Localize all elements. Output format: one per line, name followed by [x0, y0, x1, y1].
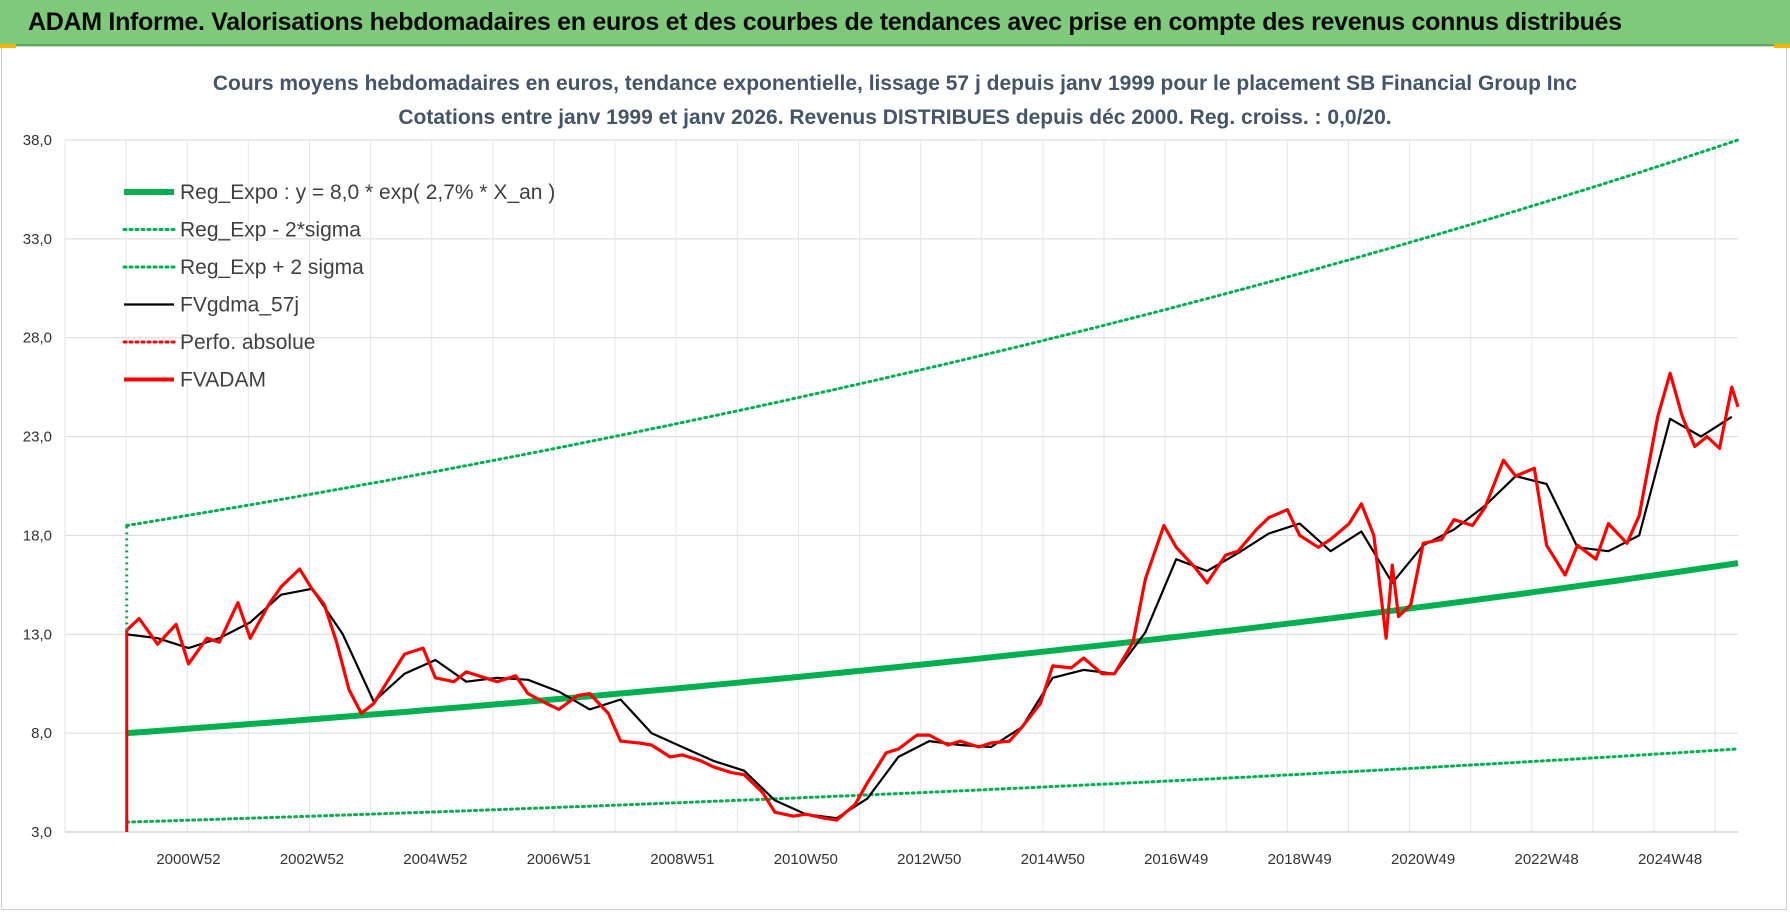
- x-tick-label: 2022W48: [1515, 851, 1579, 868]
- series-line: [125, 138, 1740, 527]
- x-tick-label: 2024W48: [1638, 851, 1702, 868]
- corner-mark: [1774, 44, 1790, 48]
- series-line: [125, 371, 1740, 822]
- corner-mark: [0, 44, 16, 48]
- legend-entry: Reg_Exp + 2 sigma: [180, 256, 364, 279]
- y-tick-label: 28,0: [23, 330, 52, 347]
- banner: ADAM Informe. Valorisations hebdomadaire…: [0, 0, 1790, 46]
- legend-entry: Reg_Expo : y = 8,0 * exp( 2,7% * X_an ): [180, 181, 555, 204]
- x-tick-label: 2016W49: [1144, 851, 1208, 868]
- legend-entry: FVgdma_57j: [180, 294, 299, 317]
- x-tick-label: 2012W50: [897, 851, 961, 868]
- x-tick-label: 2020W49: [1391, 851, 1455, 868]
- series-line: [126, 560, 1739, 737]
- legend-entry: Reg_Exp - 2*sigma: [180, 219, 361, 242]
- x-tick-label: 2010W50: [774, 851, 838, 868]
- y-tick-label: 3,0: [31, 824, 52, 841]
- y-tick-label: 8,0: [31, 725, 52, 742]
- y-axis: 3,0 8,0 13,0 18,0 23,0 28,0 33,0 38,0: [23, 132, 52, 841]
- chart-title: Cours moyens hebdomadaires en euros, ten…: [212, 72, 1578, 95]
- y-tick-label: 33,0: [23, 231, 52, 248]
- legend-entry: Perfo. absolue: [180, 331, 315, 354]
- x-tick-label: 2002W52: [280, 851, 344, 868]
- series-line: [125, 747, 1740, 824]
- legend-entry: FVADAM: [180, 369, 266, 392]
- x-tick-label: 2006W51: [527, 851, 591, 868]
- x-tick-label: 2000W52: [156, 851, 220, 868]
- chart-subtitle: Cotations entre janv 1999 et janv 2026. …: [398, 106, 1392, 129]
- chart-frame: [1, 46, 1787, 910]
- y-tick-label: 23,0: [23, 429, 52, 446]
- x-axis: 2000W52 2002W52 2004W52 2006W51 2008W51 2010W…: [156, 851, 1702, 868]
- x-tick-label: 2018W49: [1268, 851, 1332, 868]
- y-tick-label: 13,0: [23, 626, 52, 643]
- x-tick-label: 2004W52: [403, 851, 467, 868]
- banner-title: ADAM Informe. Valorisations hebdomadaire…: [28, 8, 1622, 36]
- y-tick-label: 18,0: [23, 527, 52, 544]
- x-tick-label: 2008W51: [650, 851, 714, 868]
- series-lines: [125, 138, 1740, 832]
- y-tick-label: 38,0: [23, 132, 52, 149]
- grid: [64, 139, 1738, 833]
- series-line: [126, 415, 1733, 820]
- legend: Reg_Expo : y = 8,0 * exp( 2,7% * X_an ) R…: [122, 181, 555, 392]
- x-tick-label: 2014W50: [1021, 851, 1085, 868]
